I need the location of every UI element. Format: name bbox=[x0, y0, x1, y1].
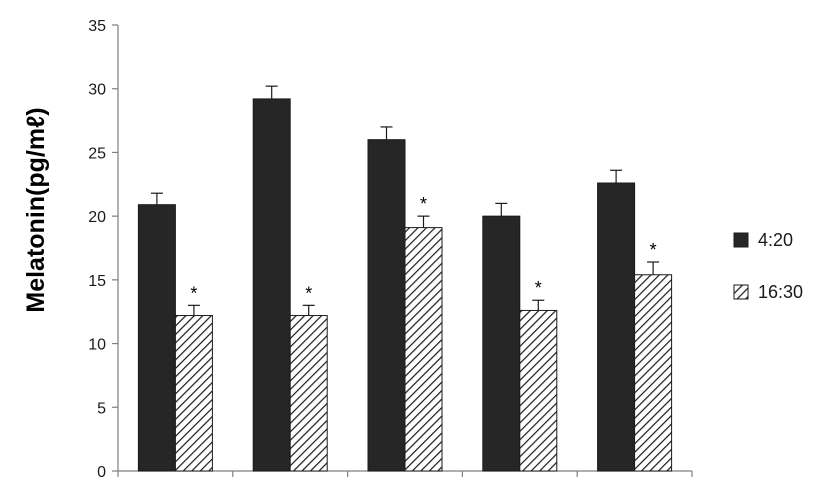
y-axis-label: Melatonin(pg/mℓ) bbox=[22, 107, 50, 312]
significance-marker: * bbox=[535, 278, 542, 298]
bar-series2 bbox=[289, 315, 328, 472]
bar-series1 bbox=[137, 204, 176, 472]
legend-label: 4:20 bbox=[758, 230, 793, 250]
y-tick-label: 15 bbox=[88, 273, 106, 290]
y-tick-label: 25 bbox=[88, 145, 106, 162]
significance-marker: * bbox=[305, 283, 312, 303]
axes: 0 5 10 15 20 25 30 35 bbox=[88, 18, 693, 481]
y-tick-label: 10 bbox=[88, 337, 106, 354]
y-tick-label: 35 bbox=[88, 18, 106, 35]
significance-marker: * bbox=[650, 240, 657, 260]
bar-series1 bbox=[252, 98, 291, 472]
y-tick-label: 20 bbox=[88, 209, 106, 226]
bars: * * * * * bbox=[137, 85, 673, 472]
y-tick-label: 30 bbox=[88, 82, 106, 99]
significance-marker: * bbox=[420, 194, 427, 214]
bar-series1 bbox=[482, 215, 521, 472]
y-tick-label: 5 bbox=[97, 400, 106, 417]
bar-series2 bbox=[634, 274, 673, 472]
significance-marker: * bbox=[190, 283, 197, 303]
legend-swatch bbox=[733, 232, 749, 248]
legend-swatch bbox=[733, 284, 749, 300]
bar-series1 bbox=[367, 139, 406, 472]
legend: 4:20 16:30 bbox=[733, 230, 803, 302]
bar-series2 bbox=[404, 227, 443, 472]
bar-series2 bbox=[519, 309, 558, 472]
bar-series2 bbox=[174, 315, 213, 472]
bar-series1 bbox=[597, 182, 636, 472]
legend-label: 16:30 bbox=[758, 282, 803, 302]
y-tick-label: 0 bbox=[97, 464, 106, 481]
